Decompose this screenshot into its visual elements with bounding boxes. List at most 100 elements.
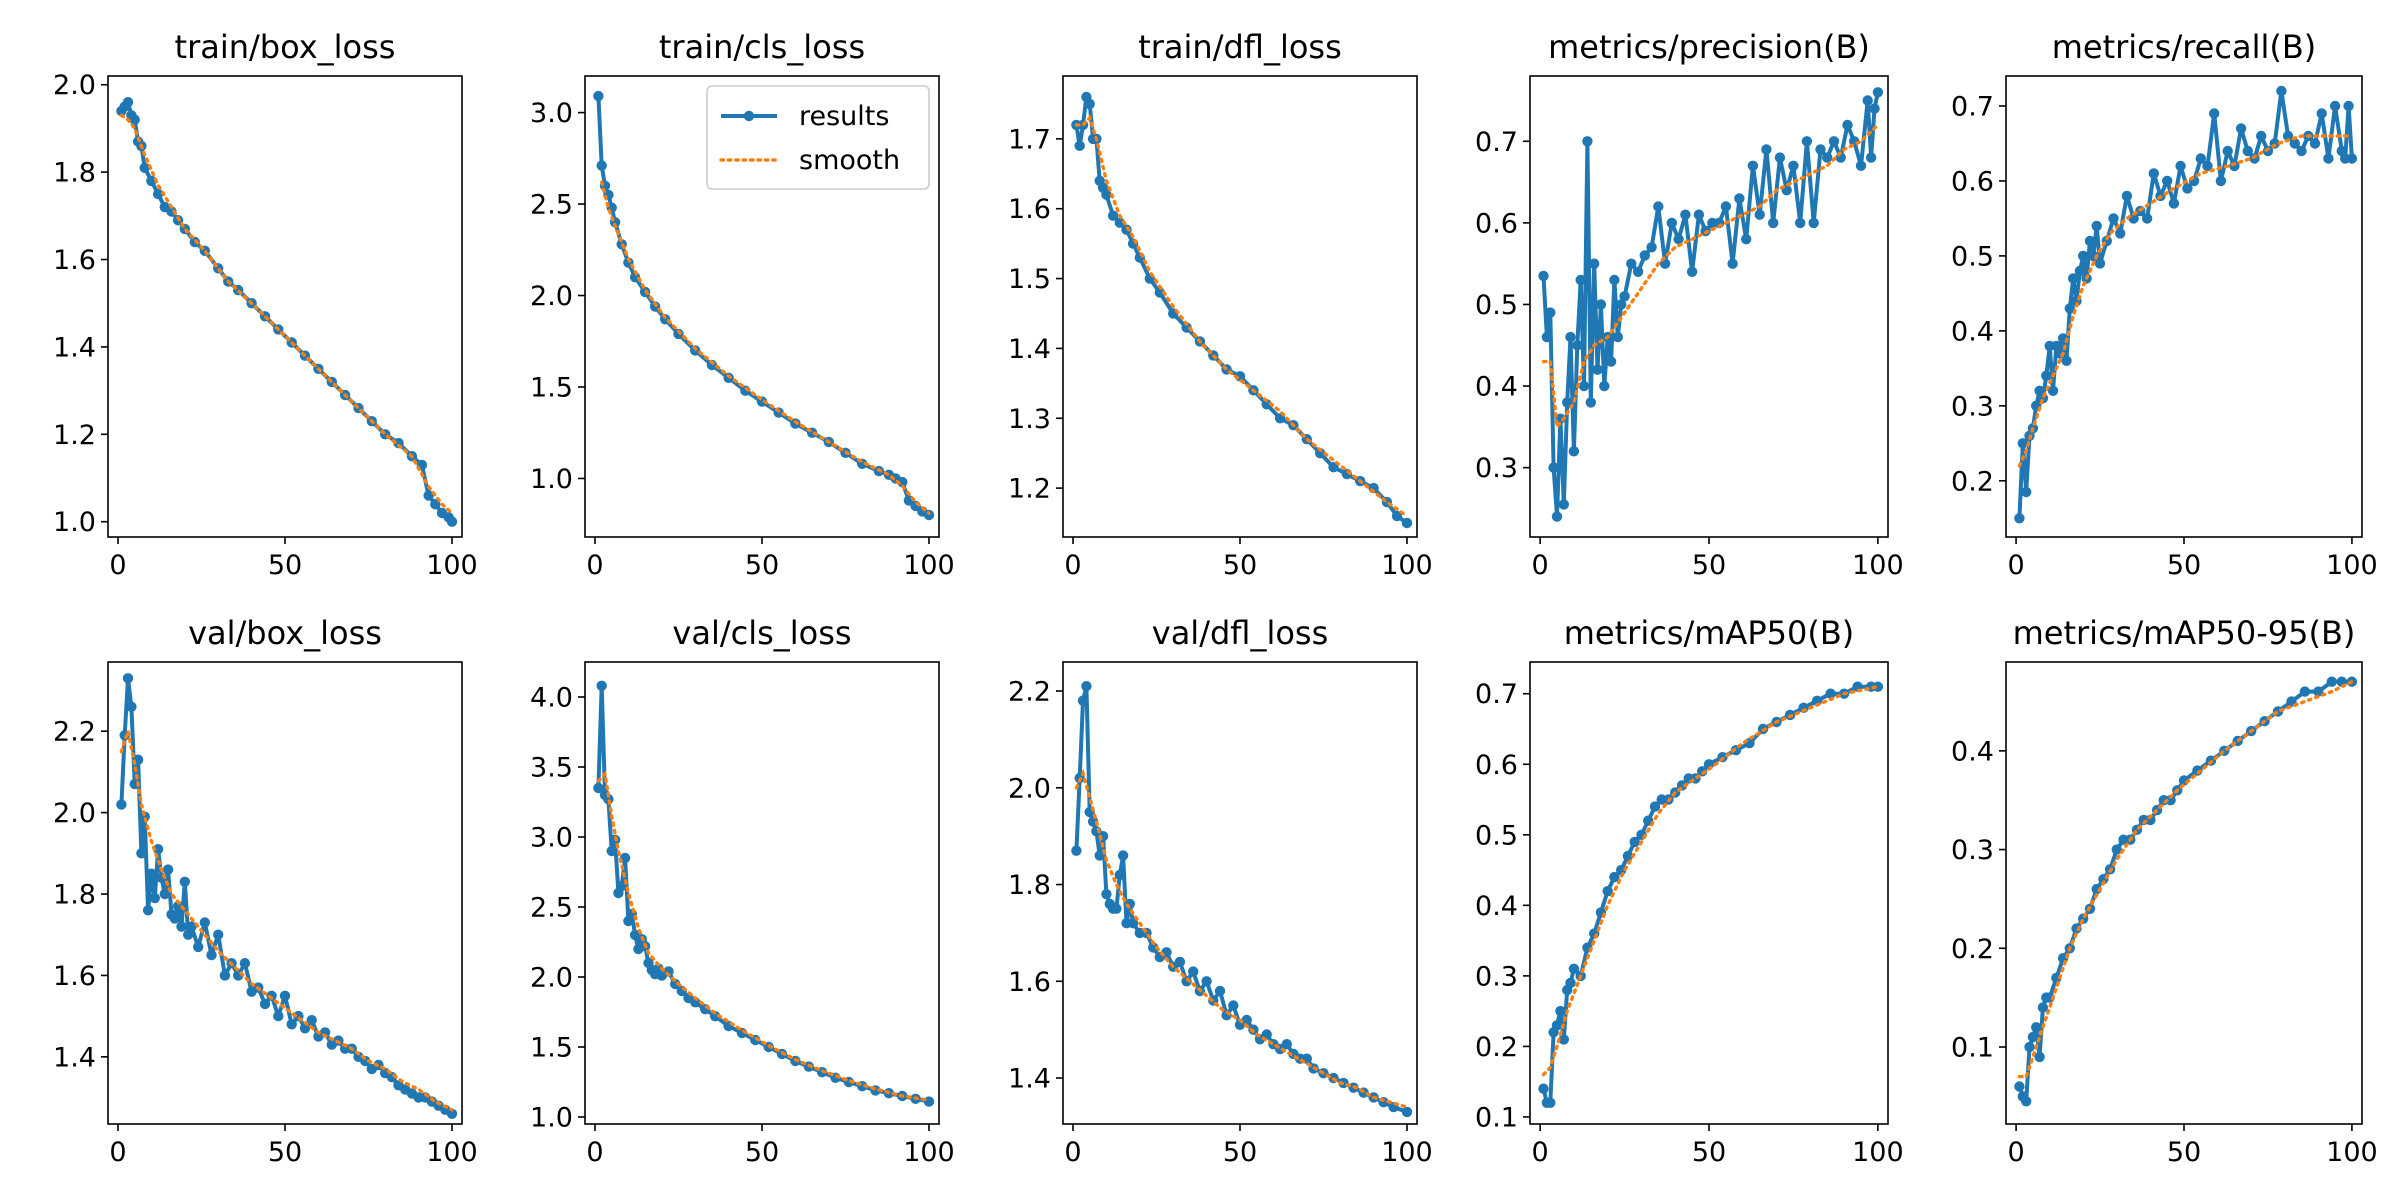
data-point (1649, 801, 1661, 812)
data-point (1538, 270, 1549, 282)
data-point (193, 941, 204, 953)
data-point (1154, 287, 1166, 298)
panel-val-box-loss: val/box_loss 0 50 100 1.4 1.6 1.8 2.0 2.2 (53, 614, 478, 1168)
data-point (1562, 397, 1573, 408)
x-tick-label: 100 (1852, 1137, 1904, 1168)
data-point (1734, 193, 1745, 204)
data-point (1551, 511, 1563, 522)
data-point (2276, 85, 2287, 97)
data-point (1101, 889, 1112, 900)
data-point (619, 852, 631, 864)
series-line-results (1541, 91, 1880, 519)
y-tick-label: 1.5 (530, 1033, 573, 1064)
data-point (1774, 152, 1786, 163)
data-point (2068, 273, 2079, 284)
data-point (673, 328, 684, 340)
legend-results-marker (743, 110, 755, 122)
x-tick-label: 50 (268, 550, 302, 581)
y-tick-label: 4.0 (530, 683, 573, 714)
data-point (1727, 258, 1738, 269)
y-tick-label: 1.6 (1008, 194, 1051, 225)
data-point (596, 680, 607, 691)
data-point (152, 844, 164, 855)
data-point (2202, 160, 2213, 172)
series-line-smooth (119, 724, 454, 1112)
data-point (2329, 100, 2341, 112)
y-tick-label: 1.4 (53, 332, 96, 363)
data-point (286, 1019, 297, 1030)
data-point (670, 978, 681, 990)
data-point (2168, 198, 2180, 209)
y-tick-label: 2.2 (1008, 677, 1051, 708)
data-point (606, 845, 617, 857)
series-line-results (596, 683, 930, 1104)
data-point (2309, 138, 2321, 149)
plot-area (1071, 681, 1413, 1118)
axes-frame (1062, 75, 1418, 538)
data-point (1865, 152, 1877, 163)
data-point (1401, 517, 1413, 529)
data-point (1201, 976, 1212, 987)
data-point (1117, 850, 1129, 861)
data-point (1747, 160, 1759, 171)
data-point (1551, 1020, 1563, 1031)
data-point (710, 1011, 721, 1022)
plot-area (116, 97, 458, 527)
data-point (1565, 977, 1576, 989)
series-line-results (119, 100, 454, 523)
data-point (1148, 942, 1159, 953)
data-point (1315, 448, 1326, 459)
data-point (2299, 686, 2311, 697)
data-point (149, 892, 160, 904)
axes-frame (2005, 75, 2363, 538)
y-tick-label: 0.2 (1951, 466, 1994, 497)
y-tick-label: 0.6 (1951, 166, 1994, 197)
data-point (1632, 266, 1644, 277)
data-point (2326, 676, 2337, 687)
x-tick-label: 100 (1381, 550, 1433, 581)
plot-area (593, 680, 935, 1107)
data-point (1114, 217, 1126, 228)
data-point (1585, 397, 1597, 408)
data-point (1720, 201, 1732, 212)
y-tick-label: 1.8 (53, 880, 96, 911)
y-tick-label: 0.6 (1475, 208, 1518, 239)
plot-area (1071, 91, 1413, 529)
y-tick-label: 0.3 (1951, 835, 1994, 866)
data-point (1575, 274, 1586, 286)
axes-frame (107, 75, 463, 538)
data-point (2141, 213, 2153, 224)
y-tick-label: 1.0 (53, 507, 96, 538)
plot-area (2014, 85, 2358, 524)
data-point (2014, 513, 2025, 524)
y-tick-label: 3.0 (530, 98, 573, 129)
data-point (446, 1108, 458, 1120)
data-point (2256, 130, 2267, 142)
y-tick-label: 2.0 (53, 70, 96, 101)
x-tick-label: 0 (109, 1137, 126, 1168)
y-tick-label: 1.3 (1008, 404, 1051, 435)
data-point (122, 97, 134, 108)
panel-metrics-precision-b: metrics/precision(B) 0 50 100 0.3 0.4 0.5 0.6 0.… (1475, 28, 1904, 581)
data-point (273, 1010, 284, 1022)
legend-box (706, 85, 930, 190)
x-tick-label: 50 (2167, 1137, 2201, 1168)
data-point (1081, 681, 1092, 692)
x-tick-label: 50 (745, 550, 779, 581)
data-point (1558, 1034, 1570, 1045)
data-point (1084, 98, 1095, 110)
data-point (1616, 299, 1627, 310)
panel-title: metrics/mAP50-95(B) (2013, 614, 2356, 652)
data-point (1541, 331, 1553, 343)
y-tick-label: 2.0 (530, 281, 573, 312)
y-tick-label: 1.5 (1008, 264, 1051, 295)
data-point (1653, 201, 1664, 212)
x-tick-label: 100 (426, 550, 478, 581)
data-point (199, 917, 210, 928)
data-point (2027, 1031, 2039, 1043)
data-point (306, 1015, 317, 1026)
data-point (1328, 462, 1339, 473)
data-point (1568, 446, 1580, 457)
x-tick-label: 0 (586, 550, 603, 581)
axes-frame (584, 661, 940, 1125)
